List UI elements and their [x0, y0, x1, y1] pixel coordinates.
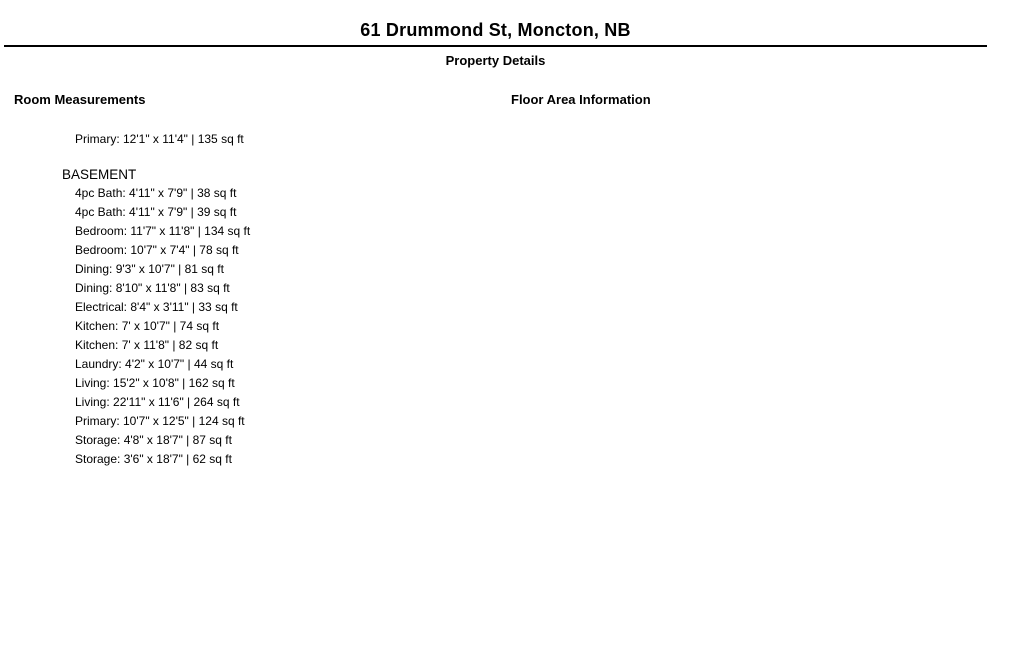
room-measurement-item: 4pc Bath: 4'11" x 7'9" | 38 sq ft — [75, 186, 237, 200]
room-measurement-item: 4pc Bath: 4'11" x 7'9" | 39 sq ft — [75, 205, 237, 219]
page-title: 61 Drummond St, Moncton, NB — [360, 20, 631, 40]
room-measurement-item: Primary: 10'7" x 12'5" | 124 sq ft — [75, 414, 245, 428]
ungrouped-measurements: Primary: 12'1" x 11'4" | 135 sq ft — [75, 130, 244, 149]
room-measurement-item: Kitchen: 7' x 10'7" | 74 sq ft — [75, 319, 220, 333]
room-measurement-item: Dining: 8'10" x 11'8" | 83 sq ft — [75, 281, 230, 295]
room-measurement-item: Living: 15'2" x 10'8" | 162 sq ft — [75, 376, 235, 390]
room-measurement-item: Dining: 9'3" x 10'7" | 81 sq ft — [75, 262, 224, 276]
floor-area-heading: Floor Area Information — [511, 92, 651, 107]
measurement-group-items: 4pc Bath: 4'11" x 7'9" | 38 sq ft 4pc Bat… — [75, 184, 250, 469]
room-measurement-item: Living: 22'11" x 11'6" | 264 sq ft — [75, 395, 240, 409]
title-divider — [4, 45, 987, 47]
room-measurement-item: Storage: 4'8" x 18'7" | 87 sq ft — [75, 433, 232, 447]
room-measurement-item: Bedroom: 11'7" x 11'8" | 134 sq ft — [75, 224, 251, 238]
room-measurement-item: Kitchen: 7' x 11'8" | 82 sq ft — [75, 338, 219, 352]
room-measurement-item: Bedroom: 10'7" x 7'4" | 78 sq ft — [75, 243, 239, 257]
measurement-groups: BASEMENT 4pc Bath: 4'11" x 7'9" | 38 sq f… — [62, 166, 250, 469]
room-measurement-item: Laundry: 4'2" x 10'7" | 44 sq ft — [75, 357, 234, 371]
page-subtitle: Property Details — [445, 53, 546, 68]
room-measurements-heading: Room Measurements — [14, 92, 146, 107]
measurement-group-name: BASEMENT — [62, 167, 137, 182]
room-measurement-item: Storage: 3'6" x 18'7" | 62 sq ft — [75, 452, 232, 466]
room-measurement-item: Electrical: 8'4" x 3'11" | 33 sq ft — [75, 300, 238, 314]
measurement-group: BASEMENT 4pc Bath: 4'11" x 7'9" | 38 sq f… — [62, 166, 250, 469]
room-measurement-item: Primary: 12'1" x 11'4" | 135 sq ft — [75, 132, 244, 146]
